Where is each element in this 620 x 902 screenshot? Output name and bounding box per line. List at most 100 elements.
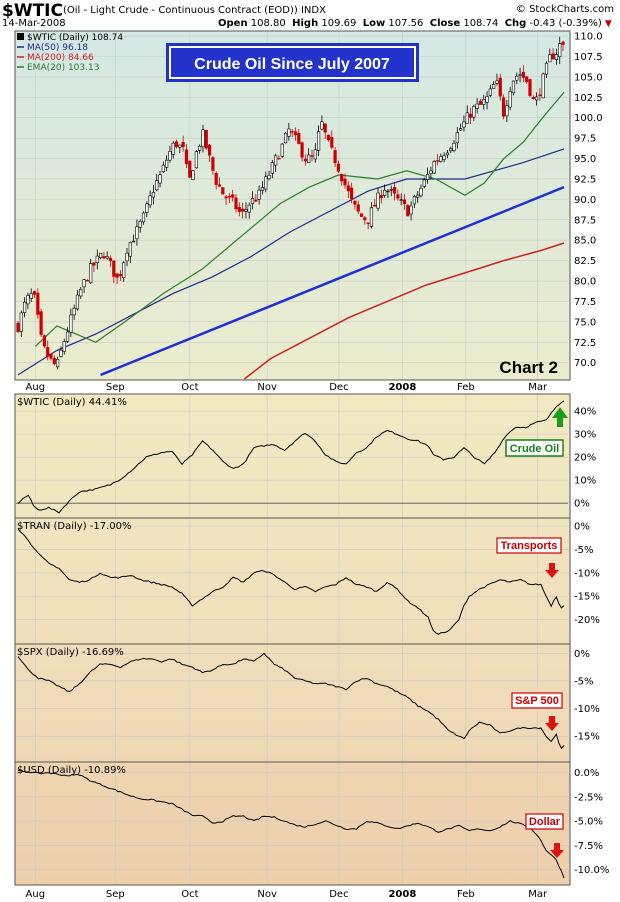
candle-body <box>270 162 274 174</box>
candle-body <box>525 76 529 82</box>
candle-body <box>49 353 53 359</box>
candle-body <box>293 131 298 136</box>
candle-body <box>475 103 479 109</box>
price-y-tick: 97.5 <box>574 134 596 145</box>
price-candles <box>16 36 565 370</box>
candle-body <box>257 189 261 200</box>
bottom-x-tick: Mar <box>528 889 548 900</box>
candle-body <box>95 255 99 263</box>
candle-body <box>551 53 555 60</box>
candle-body <box>462 121 466 128</box>
candle-body <box>234 197 238 210</box>
candle-body <box>300 142 304 158</box>
candle-body <box>455 132 459 144</box>
down-arrow-icon: ▼ <box>604 19 612 29</box>
tran-panel <box>14 517 571 645</box>
candle-body <box>435 160 440 162</box>
candle-body <box>244 209 248 212</box>
candle-body <box>290 131 294 133</box>
candle-body <box>247 204 251 213</box>
candle-body <box>383 190 387 196</box>
candle-body <box>145 203 149 213</box>
pct-y-tick: -5% <box>574 676 593 687</box>
candle-body <box>29 293 33 299</box>
candle-body <box>501 97 506 117</box>
price-x-tick: Oct <box>181 382 198 393</box>
legend-tran-pct: $TRAN (Daily) -17.00% <box>17 521 132 532</box>
candle-body <box>449 148 453 152</box>
candle-body <box>155 180 159 191</box>
price-x-tick: Sep <box>106 382 125 393</box>
candle-body <box>386 190 390 193</box>
candle-body <box>468 113 473 118</box>
candle-body <box>521 71 525 78</box>
price-x-tick: Mar <box>528 382 548 393</box>
candle-body <box>115 273 119 278</box>
price-panel <box>14 30 571 381</box>
usd-pct-chart: 0.0% -2.5% -5.0% -7.5% -10.0% <box>16 763 609 884</box>
price-y-tick: 100.0 <box>574 113 603 124</box>
price-y-tick: 72.5 <box>574 338 596 349</box>
candle-body <box>217 184 222 187</box>
candle-body <box>141 212 146 223</box>
price-y-tick: 92.5 <box>574 174 596 185</box>
candle-body <box>330 137 334 148</box>
low-value: 107.56 <box>388 18 424 29</box>
wtic-panel <box>14 393 571 519</box>
candle-body <box>373 204 377 207</box>
callout-sp500-label: S&P 500 <box>515 695 559 707</box>
candle-body <box>561 41 565 45</box>
pct-y-tick: -5.0% <box>574 817 603 828</box>
candle-body <box>409 205 413 215</box>
candle-body <box>59 349 63 357</box>
symbol-title: $WTIC <box>2 1 63 21</box>
legend-usd-pct: $USD (Daily) -10.89% <box>17 765 126 776</box>
pct-y-tick: 20% <box>574 453 596 464</box>
candle-body <box>69 314 73 333</box>
pct-y-tick: 0% <box>574 649 590 660</box>
candle-body <box>224 196 228 199</box>
candle-body <box>445 152 450 156</box>
candle-body <box>125 252 129 262</box>
support-trendline <box>100 185 565 377</box>
candle-body <box>227 196 232 198</box>
candle-body <box>498 77 502 97</box>
callout-transports: Transports <box>496 537 562 554</box>
candle-body <box>333 150 337 164</box>
price-y-tick: 70.0 <box>574 358 596 369</box>
close-label: Close <box>429 18 461 29</box>
candle-body <box>336 163 341 172</box>
price-x-axis: Aug Sep Oct Nov Dec 2008 Feb Mar <box>26 382 548 393</box>
price-y-tick: 90.0 <box>574 195 596 206</box>
pct-y-tick: -15% <box>574 592 600 603</box>
candle-body <box>478 100 483 105</box>
candle-body <box>237 207 241 212</box>
candle-body <box>399 199 403 201</box>
candle-body <box>122 262 126 278</box>
candle-body <box>250 198 255 204</box>
price-x-tick: Aug <box>26 382 46 393</box>
candle-body <box>188 160 192 178</box>
bottom-x-tick: Feb <box>457 889 475 900</box>
candle-body <box>459 128 463 131</box>
candle-body <box>158 174 162 184</box>
up-arrow-icon <box>552 407 568 427</box>
candle-body <box>320 121 324 130</box>
candle-body <box>108 257 113 262</box>
candle-body <box>151 191 156 198</box>
candle-body <box>85 280 89 282</box>
wtic-pct-chart: 0% 10% 20% 30% 40% <box>16 395 596 517</box>
candle-body <box>168 151 172 161</box>
candle-body <box>98 252 103 258</box>
candle-body <box>396 194 400 199</box>
candle-body <box>452 142 456 151</box>
candle-body <box>356 204 360 212</box>
price-y-tick: 95.0 <box>574 154 596 165</box>
callout-dollar-label: Dollar <box>529 816 561 828</box>
callout-transports-label: Transports <box>501 540 558 552</box>
watermark: © StockCharts.com <box>515 4 614 15</box>
title-box-border <box>169 46 416 79</box>
bottom-x-tick: Sep <box>106 889 125 900</box>
candle-body <box>56 358 60 368</box>
callout-dollar: Dollar <box>525 813 564 830</box>
